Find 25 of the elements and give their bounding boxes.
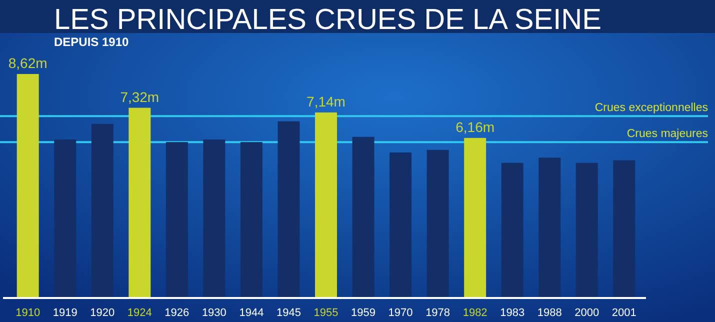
chart-title: LES PRINCIPALES CRUES DE LA SEINE [54,4,602,36]
chart-subtitle: DEPUIS 1910 [54,35,130,49]
x-tick-label: 1910 [16,307,40,319]
x-tick-label: 1955 [314,307,338,319]
ref-line-label: Crues exceptionnelles [594,102,708,114]
x-tick-label: 1983 [500,307,525,319]
x-tick-label: 1945 [276,307,301,319]
x-tick-label: 1988 [537,307,562,319]
data-label: 7,32m [120,88,160,105]
data-label: 6,16m [456,118,495,135]
x-tick-label: 2001 [612,307,636,319]
x-tick-label: 1982 [462,307,488,319]
x-tick-label: 1978 [426,307,450,319]
x-tick-label: 1919 [52,307,78,319]
x-tick-label: 1944 [239,307,264,319]
data-label: 8,62m [8,55,48,71]
x-tick-label: 2000 [574,307,600,319]
data-label: 7,14m [306,93,346,110]
x-tick-label: 1970 [388,307,413,319]
x-tick-label: 1924 [127,307,152,319]
x-tick-label: 1959 [351,307,376,319]
x-tick-label: 1920 [90,307,115,319]
x-tick-label: 1926 [164,307,190,319]
x-tick-label: 1930 [202,307,226,319]
ref-line-label: Crues majeures [626,128,708,140]
